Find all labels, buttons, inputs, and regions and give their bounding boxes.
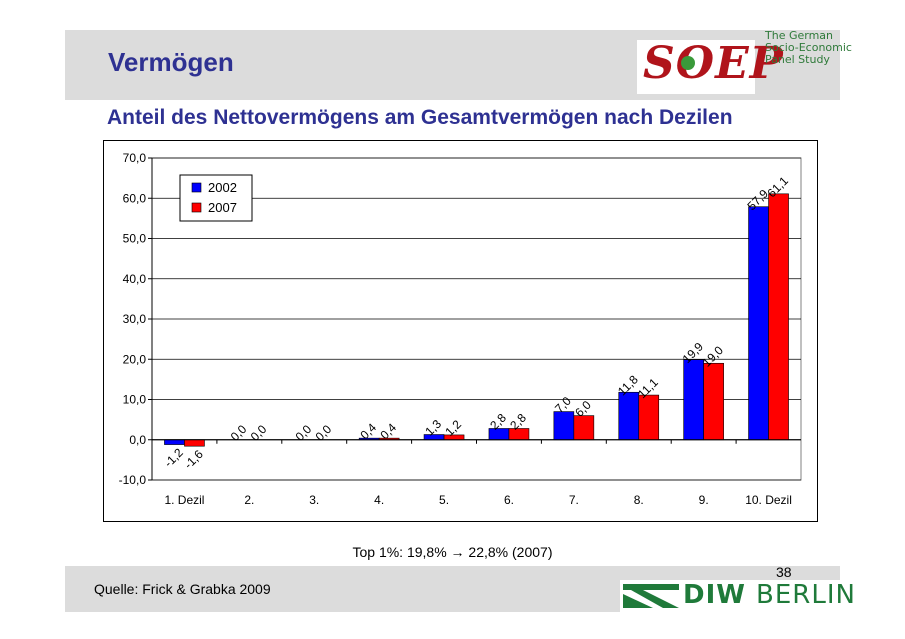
x-tick-label: 9. <box>699 493 709 507</box>
bar-2007 <box>573 415 595 441</box>
data-label: -1,6 <box>181 447 206 472</box>
bar-chart: -10,0 0,0 10,0 20,0 30,0 40,0 50,0 60,0 70,0 1. D… <box>119 151 802 507</box>
y-tick-label: 70,0 <box>123 151 147 165</box>
bar-2007 <box>768 193 789 441</box>
soep-subtitle-line: Panel Study <box>765 53 830 66</box>
bar-2007 <box>638 394 660 441</box>
y-tick-label: 20,0 <box>123 352 147 366</box>
soep-dot-icon <box>681 56 695 70</box>
y-tick-label: 60,0 <box>123 191 147 205</box>
chart-title: Anteil des Nettovermögens am Gesamtvermö… <box>107 106 733 129</box>
data-label: 0,0 <box>313 422 335 444</box>
y-tick-label: 10,0 <box>123 393 147 407</box>
x-tick-label: 5. <box>439 493 449 507</box>
source-citation: Quelle: Frick & Grabka 2009 <box>94 581 271 597</box>
diw-logo-light: BERLIN <box>756 580 856 610</box>
soep-logo-text: SOEP <box>643 38 784 89</box>
x-tick-label: 7. <box>569 493 579 507</box>
bar-2002 <box>618 391 640 441</box>
x-tick-label: 2. <box>244 493 254 507</box>
x-tick-label: 10. Dezil <box>745 493 792 507</box>
y-tick-label: 0,0 <box>129 433 146 447</box>
bar-2007 <box>184 439 205 447</box>
data-label: 0,0 <box>248 422 270 444</box>
chart-frame: -10,0 0,0 10,0 20,0 30,0 40,0 50,0 60,0 70,0 1. D… <box>103 140 818 522</box>
x-tick-label: 4. <box>374 493 384 507</box>
legend-label: 2007 <box>208 200 237 215</box>
data-label: 0,0 <box>293 422 315 444</box>
bar-2002 <box>164 439 185 445</box>
y-tick-label: 50,0 <box>123 232 147 246</box>
x-tick-label: 1. Dezil <box>164 493 204 507</box>
soep-subtitle-line: Socio-Economic <box>765 41 852 54</box>
legend-box <box>179 174 253 222</box>
footnote: Top 1%: 19,8% → 22,8% (2007) <box>352 544 553 560</box>
x-tick-label: 6. <box>504 493 514 507</box>
y-tick-label: -10,0 <box>119 473 147 487</box>
y-tick-label: 30,0 <box>123 312 147 326</box>
soep-subtitle: The German Socio-Economic Panel Study <box>765 30 855 66</box>
x-tick-label: 3. <box>309 493 319 507</box>
legend-swatch-2002 <box>191 182 202 193</box>
legend-label: 2002 <box>208 180 237 195</box>
page-number: 38 <box>776 564 792 580</box>
x-tick-label: 8. <box>634 493 644 507</box>
diw-logo-text: DIW BERLIN <box>683 580 856 610</box>
slide-title: Vermögen <box>108 47 234 77</box>
diw-logo-icon <box>623 584 679 608</box>
soep-subtitle-line: The German <box>765 29 834 42</box>
y-tick-label: 40,0 <box>123 272 147 286</box>
bar-2007 <box>703 362 724 441</box>
bar-2002 <box>553 411 575 441</box>
data-label: 0,0 <box>228 422 250 444</box>
legend-swatch-2007 <box>191 202 202 213</box>
soep-logo <box>637 40 755 94</box>
bar-2002 <box>683 359 704 441</box>
bar-2002 <box>748 206 769 441</box>
data-label: -1,2 <box>161 445 186 470</box>
diw-logo-bold: DIW <box>683 580 746 610</box>
